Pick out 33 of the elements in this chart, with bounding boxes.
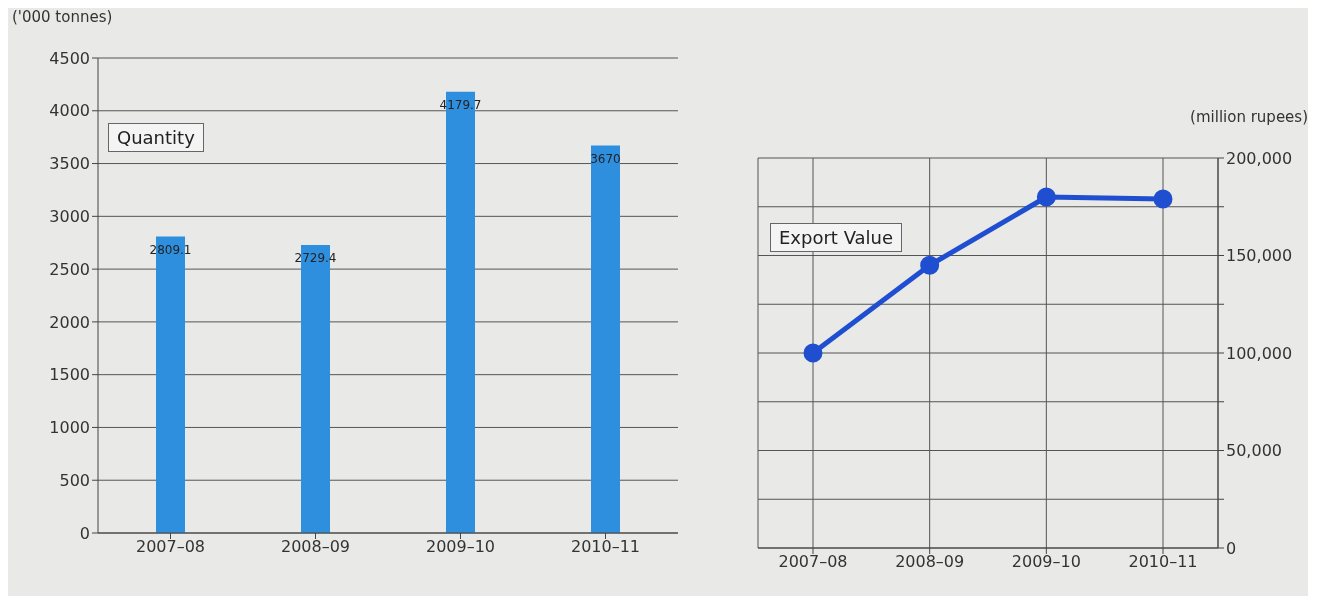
annotation: Export Value bbox=[770, 223, 903, 252]
y2-tick-label: 150,000 bbox=[1226, 246, 1293, 266]
y-tick-label: 2500 bbox=[49, 259, 90, 279]
y-tick-label: 3000 bbox=[49, 207, 90, 227]
x-tick-label: 2007–08 bbox=[135, 537, 206, 557]
y-tick-label: 500 bbox=[59, 470, 90, 490]
point bbox=[1153, 189, 1173, 209]
x-tick-label: 2007–08 bbox=[778, 552, 848, 572]
annotation: Quantity bbox=[108, 123, 204, 152]
x-tick-label: 2010–11 bbox=[1128, 552, 1198, 572]
x-tick-label: 2009–10 bbox=[1011, 552, 1081, 572]
y-tick-label: 4500 bbox=[49, 48, 90, 68]
y2-axis-title: (million rupees) bbox=[1190, 108, 1308, 126]
x-tick-label: 2008–09 bbox=[280, 537, 351, 557]
y-tick-label: 2000 bbox=[49, 312, 90, 332]
bar bbox=[591, 145, 620, 533]
text: 50,000 bbox=[1226, 441, 1282, 461]
data-label: 3670 bbox=[590, 152, 621, 167]
point bbox=[803, 343, 823, 363]
y-tick-label: 3500 bbox=[49, 154, 90, 174]
y-tick-label: 1500 bbox=[49, 365, 90, 385]
y2-tick-label: 0 bbox=[1226, 538, 1237, 558]
y-axis-title: ('000 tonnes) bbox=[12, 8, 113, 26]
y-tick-label: 1000 bbox=[49, 418, 90, 438]
y2-tick-label: 100,000 bbox=[1226, 343, 1293, 363]
point bbox=[1036, 187, 1056, 207]
x-tick-label: 2010–11 bbox=[570, 537, 641, 557]
x-tick-label: 2009–10 bbox=[425, 537, 496, 557]
y-tick-label: 0 bbox=[79, 523, 90, 543]
y2-tick-label: 200,000 bbox=[1226, 148, 1293, 168]
x-tick-label: 2008–09 bbox=[895, 552, 965, 572]
point bbox=[920, 255, 940, 275]
y-tick-label: 4000 bbox=[49, 101, 90, 121]
